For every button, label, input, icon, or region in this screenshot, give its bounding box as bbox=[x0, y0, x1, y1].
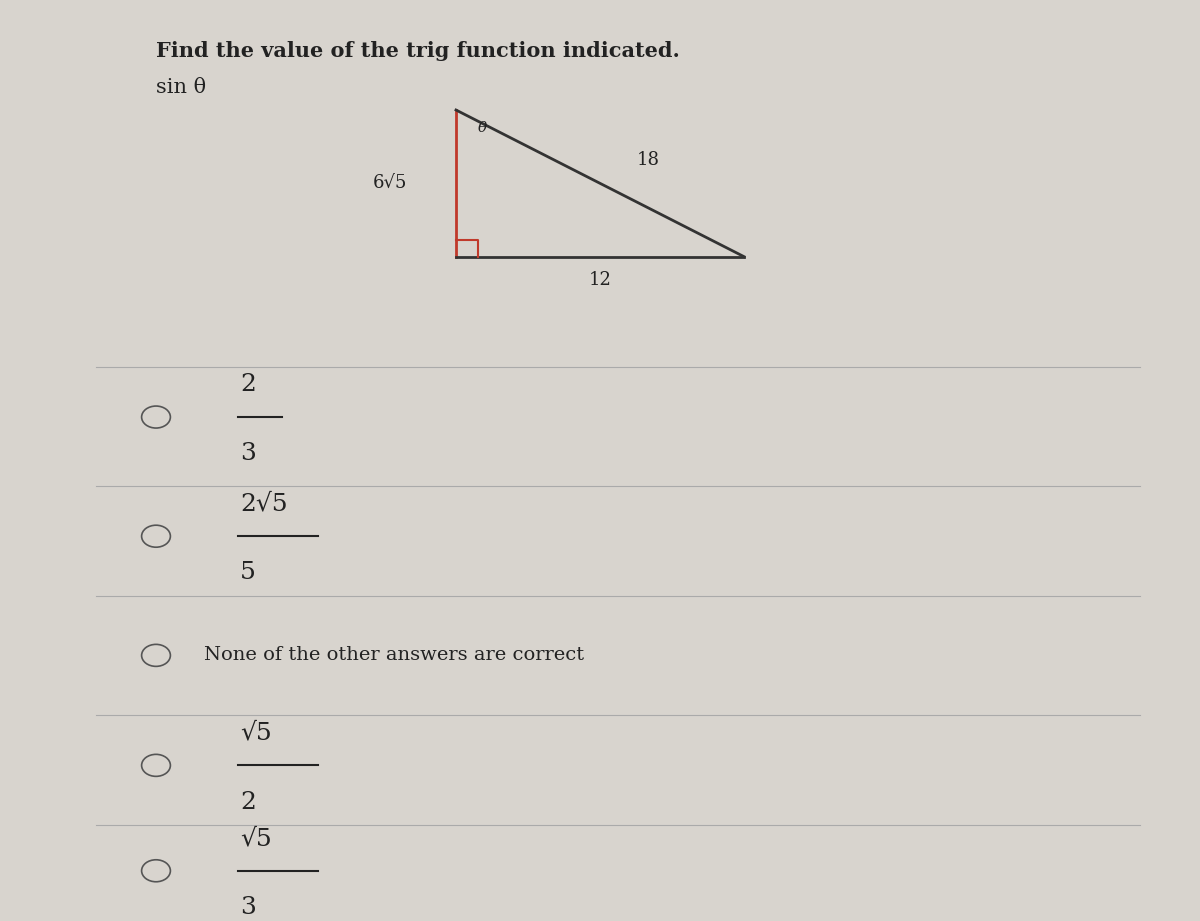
Text: 5: 5 bbox=[240, 562, 256, 584]
Text: 3: 3 bbox=[240, 442, 256, 465]
Text: θ: θ bbox=[478, 121, 487, 135]
Text: Find the value of the trig function indicated.: Find the value of the trig function indi… bbox=[156, 41, 680, 62]
Text: None of the other answers are correct: None of the other answers are correct bbox=[204, 647, 584, 664]
Text: 3: 3 bbox=[240, 896, 256, 919]
Text: sin θ: sin θ bbox=[156, 78, 206, 97]
Text: 2√5: 2√5 bbox=[240, 493, 288, 516]
Text: 18: 18 bbox=[636, 151, 660, 169]
Text: 6√5: 6√5 bbox=[373, 174, 407, 192]
Text: √5: √5 bbox=[240, 827, 271, 850]
Text: 12: 12 bbox=[588, 271, 612, 288]
Text: 2: 2 bbox=[240, 790, 256, 813]
Text: 2: 2 bbox=[240, 374, 256, 396]
Text: √5: √5 bbox=[240, 722, 271, 745]
